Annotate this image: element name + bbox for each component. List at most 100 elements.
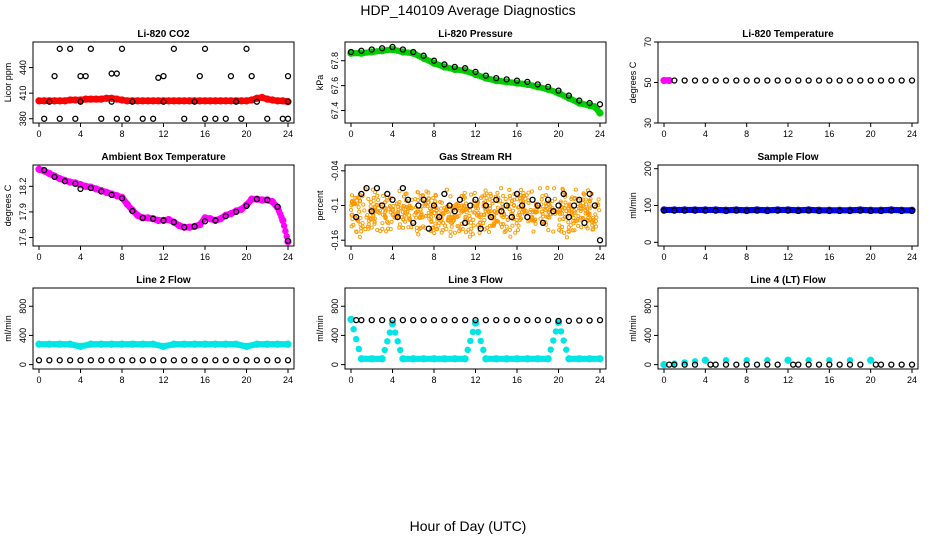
data-point xyxy=(253,98,261,105)
data-point xyxy=(181,357,188,364)
data-point-rh xyxy=(371,195,376,200)
data-point xyxy=(469,328,477,336)
data-point-rh xyxy=(540,211,545,216)
data-point xyxy=(552,328,560,335)
data-point-rh xyxy=(386,226,391,231)
data-point-rh xyxy=(566,229,571,234)
data-point-rh xyxy=(402,219,408,224)
x-tick-label: 12 xyxy=(158,252,168,262)
data-point-rh xyxy=(402,213,407,218)
data-point-rh xyxy=(495,199,500,204)
panel-title: Ambient Box Temperature xyxy=(101,152,226,163)
data-point-rh xyxy=(386,206,391,211)
y-tick-label: 0 xyxy=(643,362,653,367)
data-point-rh xyxy=(531,229,536,234)
data-point-rh xyxy=(348,207,354,213)
x-tick-label: 8 xyxy=(744,375,749,385)
data-point xyxy=(222,213,229,220)
data-point-rh xyxy=(486,209,491,214)
panel-line2: Line 2 Flow 0 4 8 12 16 20 24 0 400 800 ml/min xyxy=(3,275,295,385)
data-point xyxy=(394,338,401,345)
data-point xyxy=(877,207,885,215)
data-point xyxy=(430,57,438,64)
y-tick-label: 400 xyxy=(330,328,340,343)
data-point-rh xyxy=(376,197,381,203)
data-point-rh xyxy=(562,230,567,235)
data-point-rh xyxy=(366,196,371,202)
data-point-rh xyxy=(589,219,594,224)
data-point xyxy=(201,45,209,52)
data-point-rh xyxy=(581,191,586,196)
data-point xyxy=(743,357,750,364)
data-point-rh xyxy=(429,208,434,213)
data-point-rh xyxy=(508,196,513,201)
x-tick-label: 8 xyxy=(744,129,749,139)
data-point-rh xyxy=(381,193,386,198)
data-point-rh xyxy=(426,200,431,205)
data-point xyxy=(232,98,240,105)
data-point-rh xyxy=(464,206,469,211)
data-point xyxy=(733,77,740,84)
data-point-rh xyxy=(349,193,355,198)
data-point xyxy=(378,355,386,363)
data-point-rh xyxy=(597,208,602,213)
data-point-rh xyxy=(452,230,457,235)
data-point-rh xyxy=(564,235,569,240)
data-point xyxy=(378,45,386,52)
data-point xyxy=(160,72,167,80)
data-point xyxy=(524,78,531,86)
data-point xyxy=(513,77,521,84)
panel-title: Li-820 Temperature xyxy=(742,29,834,40)
data-point xyxy=(529,196,536,203)
data-point-rh xyxy=(499,224,504,229)
data-point-rh xyxy=(476,212,481,218)
y-tick-label: 400 xyxy=(18,328,28,343)
data-point-rh xyxy=(354,229,359,234)
data-point-rh xyxy=(534,209,540,214)
data-point-rh xyxy=(552,196,557,201)
data-point xyxy=(191,98,198,105)
data-point-rh xyxy=(358,216,363,221)
data-point xyxy=(284,115,292,122)
data-point xyxy=(87,357,95,364)
data-point-rh xyxy=(483,203,488,208)
data-point xyxy=(420,196,427,203)
data-point xyxy=(472,196,479,203)
data-point xyxy=(550,337,557,344)
data-point xyxy=(46,357,53,364)
data-point-rh xyxy=(587,206,592,211)
data-point xyxy=(691,207,699,214)
data-point xyxy=(373,184,381,192)
data-point-rh xyxy=(480,194,485,199)
plot-area xyxy=(660,76,916,85)
x-tick-label: 16 xyxy=(512,129,522,139)
data-point-rh xyxy=(488,191,493,196)
plot-frame xyxy=(657,164,919,247)
data-point xyxy=(503,202,510,209)
y-tick-label: 30 xyxy=(643,118,653,128)
y-tick-label: 50 xyxy=(643,77,653,87)
data-point-rh xyxy=(544,204,549,209)
x-tick-label: 24 xyxy=(595,129,605,139)
x-tick-label: 0 xyxy=(348,129,353,139)
x-tick-label: 4 xyxy=(78,375,83,385)
data-point-rh xyxy=(460,226,465,232)
data-point xyxy=(284,357,292,364)
y-tick-label: 410 xyxy=(18,86,28,101)
y-tick-label: 67.4 xyxy=(330,102,340,120)
data-point-rh xyxy=(587,204,592,209)
data-point xyxy=(87,184,95,192)
data-point xyxy=(774,77,781,84)
data-point xyxy=(170,45,178,52)
data-point-rh xyxy=(503,196,508,202)
data-point xyxy=(576,317,583,324)
x-tick-label: 24 xyxy=(907,375,917,385)
data-point xyxy=(77,98,84,105)
data-point-rh xyxy=(366,222,371,227)
x-tick-label: 12 xyxy=(158,129,168,139)
data-point-rh xyxy=(416,232,421,237)
data-point xyxy=(586,99,593,107)
data-point-rh xyxy=(415,209,420,214)
data-point xyxy=(482,202,490,209)
data-point-rh xyxy=(557,228,562,233)
